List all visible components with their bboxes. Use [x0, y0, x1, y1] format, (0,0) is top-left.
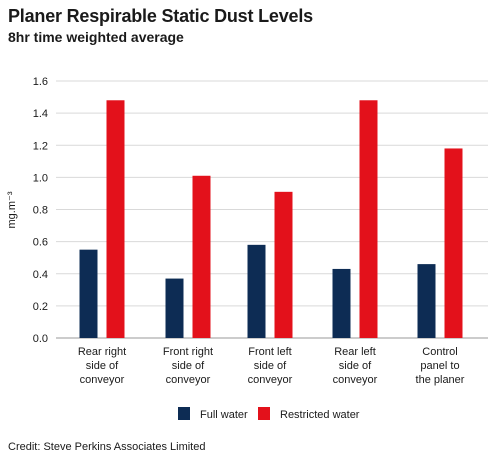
- legend-swatch: [258, 407, 270, 420]
- bar-restricted-water: [444, 148, 463, 338]
- x-category-label: Front left: [248, 346, 291, 358]
- gridlines: [56, 80, 488, 339]
- x-category-label: conveyor: [166, 374, 211, 386]
- x-category-label: Control: [422, 346, 457, 358]
- bar-full-water: [332, 268, 351, 338]
- chart-title: Planer Respirable Static Dust Levels: [8, 6, 313, 26]
- bar-restricted-water: [192, 175, 211, 338]
- x-category-label: side of: [86, 360, 119, 372]
- y-tick-label: 0.8: [33, 205, 48, 217]
- bar-full-water: [247, 244, 266, 338]
- y-tick-label: 1.4: [33, 108, 48, 120]
- bar-restricted-water: [359, 100, 378, 339]
- bar-full-water: [417, 264, 436, 338]
- legend-label: Full water: [200, 409, 248, 421]
- y-tick-label: 1.0: [33, 172, 48, 184]
- x-category-label: side of: [254, 360, 287, 372]
- y-tick-label: 0.0: [33, 333, 48, 345]
- x-category-labels: Rear right side of conveyor Front right side…: [78, 346, 465, 386]
- x-category-label: Rear right: [78, 346, 126, 358]
- x-category-label: side of: [172, 360, 205, 372]
- bar-restricted-water: [274, 191, 293, 338]
- x-category-label: conveyor: [248, 374, 293, 386]
- bar-full-water: [165, 278, 184, 338]
- chart-subtitle: 8hr time weighted average: [8, 29, 184, 45]
- x-category-label: panel to: [420, 360, 459, 372]
- x-category-label: Rear left: [334, 346, 376, 358]
- bar-restricted-water: [106, 100, 125, 339]
- y-axis-label: mg.m⁻³: [6, 191, 18, 228]
- x-category-label: conveyor: [333, 374, 378, 386]
- x-category-label: conveyor: [80, 374, 125, 386]
- y-tick-label: 0.6: [33, 237, 48, 249]
- legend-swatch: [178, 407, 190, 420]
- y-tick-label: 1.2: [33, 140, 48, 152]
- x-category-label: the planer: [416, 374, 465, 386]
- x-category-label: Front right: [163, 346, 213, 358]
- y-tick-labels: 0.0 0.2 0.4 0.6 0.8 1.0 1.2 1.4 1.6: [33, 76, 48, 345]
- legend: Full water Restricted water: [178, 407, 360, 421]
- x-category-label: side of: [339, 360, 372, 372]
- bar-full-water: [79, 249, 98, 338]
- bars: [79, 100, 463, 339]
- legend-label: Restricted water: [280, 409, 360, 421]
- credit-line: Credit: Steve Perkins Associates Limited: [8, 441, 206, 453]
- y-tick-label: 0.2: [33, 301, 48, 313]
- y-tick-label: 0.4: [33, 269, 48, 281]
- y-tick-label: 1.6: [33, 76, 48, 88]
